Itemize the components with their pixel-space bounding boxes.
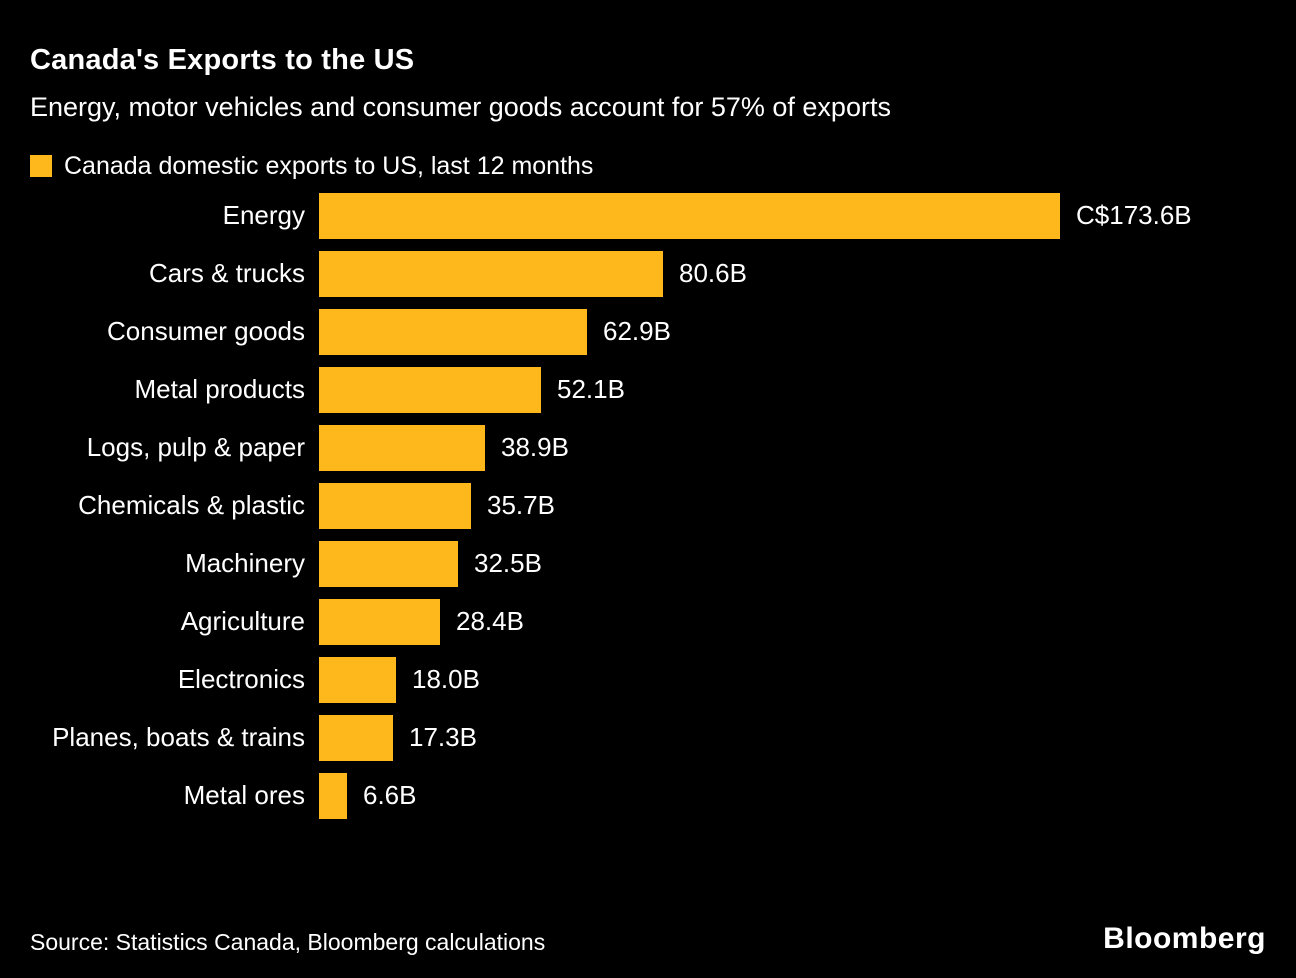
bloomberg-logo: Bloomberg	[1103, 922, 1266, 955]
bar-value: 18.0B	[412, 664, 480, 695]
bar-row: Cars & trucks 80.6B	[0, 250, 1296, 297]
bar-row: Metal products 52.1B	[0, 366, 1296, 413]
bar	[319, 656, 396, 703]
chart-header: Canada's Exports to the US Energy, motor…	[0, 0, 1296, 124]
bar-value: C$173.6B	[1076, 200, 1192, 231]
bar-label: Consumer goods	[107, 316, 305, 347]
bar-row: Electronics 18.0B	[0, 656, 1296, 703]
bar-value: 38.9B	[501, 432, 569, 463]
bar-value: 35.7B	[487, 490, 555, 521]
bar-label: Electronics	[177, 664, 305, 695]
bar-row: Consumer goods 62.9B	[0, 308, 1296, 355]
chart-footer: Source: Statistics Canada, Bloomberg cal…	[30, 922, 1266, 956]
bar-value: 17.3B	[409, 722, 477, 753]
bar-row: Agriculture 28.4B	[0, 598, 1296, 645]
bar	[319, 308, 587, 355]
bar-value: 80.6B	[679, 258, 747, 289]
bar-label: Agriculture	[180, 606, 305, 637]
chart-title: Canada's Exports to the US	[30, 44, 415, 76]
bar-value: 6.6B	[363, 780, 417, 811]
bar-value: 32.5B	[474, 548, 542, 579]
bar-row: Energy C$173.6B	[0, 192, 1296, 239]
bar-row: Planes, boats & trains 17.3B	[0, 714, 1296, 761]
source-note: Source: Statistics Canada, Bloomberg cal…	[30, 929, 546, 955]
bar-chart: Energy C$173.6B Cars & trucks 80.6B Consumer…	[0, 192, 1296, 819]
bar-row: Logs, pulp & paper 38.9B	[0, 424, 1296, 471]
bar-label: Cars & trucks	[148, 258, 305, 289]
bar	[319, 192, 1060, 239]
bar-row: Metal ores 6.6B	[0, 772, 1296, 819]
bar	[319, 772, 347, 819]
bar	[319, 598, 440, 645]
chart-legend: Canada domestic exports to US, last 12 m…	[30, 152, 1296, 181]
bar-value: 52.1B	[557, 374, 625, 405]
bar-label: Machinery	[185, 548, 305, 579]
bar	[319, 540, 458, 587]
bar-row: Chemicals & plastic 35.7B	[0, 482, 1296, 529]
bar	[319, 482, 471, 529]
bar-label: Logs, pulp & paper	[86, 432, 305, 463]
bar	[319, 250, 663, 297]
bar-value: 28.4B	[456, 606, 524, 637]
bar-label: Metal ores	[183, 780, 305, 811]
bar	[319, 366, 541, 413]
legend-label: Canada domestic exports to US, last 12 m…	[64, 151, 594, 180]
bar-value: 62.9B	[603, 316, 671, 347]
bar-label: Energy	[222, 200, 305, 231]
legend-swatch-square-icon	[30, 155, 52, 178]
bar	[319, 714, 393, 761]
chart-subtitle: Energy, motor vehicles and consumer good…	[30, 92, 891, 123]
bar-label: Planes, boats & trains	[52, 722, 305, 753]
bar-row: Machinery 32.5B	[0, 540, 1296, 587]
bar-label: Metal products	[134, 374, 305, 405]
bar-label: Chemicals & plastic	[78, 490, 305, 521]
bar	[319, 424, 485, 471]
